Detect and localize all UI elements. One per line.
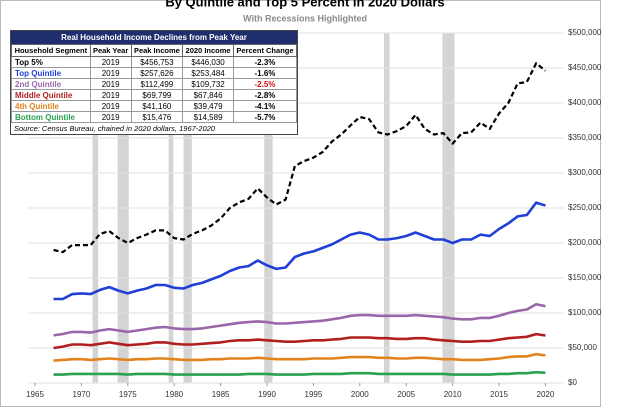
y-tick-label: $150,000 [568, 273, 602, 282]
x-tick-label: 1990 [258, 390, 276, 399]
column-header: Household Segment [11, 44, 91, 57]
table-cell: Top 5% [11, 56, 91, 68]
x-tick-label: 1975 [119, 390, 137, 399]
source: Source: Census Bureau, chained in 2020 d… [14, 124, 215, 133]
column-header: 2020 Income [182, 44, 234, 57]
table-cell: $15,476 [130, 111, 184, 123]
frame [0, 0, 601, 407]
table-cell: -5.7% [232, 111, 298, 123]
table-cell: $109,732 [182, 78, 234, 90]
x-tick-label: 2005 [397, 390, 415, 399]
table-cell: 2019 [89, 89, 132, 101]
table-cell: 2019 [89, 100, 132, 112]
x-tick-label: 1980 [165, 390, 183, 399]
table-title: Real Household Income Declines from Peak… [11, 31, 297, 44]
series-line [53, 370, 546, 376]
table-cell: $456,753 [130, 56, 184, 68]
y-tick-label: $450,000 [568, 63, 602, 72]
table-row: 4th Quintile 2019 $41,160 $39,479 -4.1% [11, 100, 298, 112]
table-row: Bottom Quintile 2019 $15,476 $14,589 -5.7% [11, 111, 298, 123]
table-cell: -1.6% [232, 67, 298, 79]
table-cell: Bottom Quintile [11, 111, 91, 123]
table: Household Segment Peak Year Peak Income 202… [11, 44, 298, 123]
table-row: Top 5% 2019 $456,753 $446,030 -2.3% [11, 56, 298, 68]
income-table: Real Household Income Declines from Peak… [10, 30, 298, 135]
column-header: Peak Year [89, 44, 132, 57]
x-tick-label: 2015 [490, 390, 508, 399]
table-row: Top Quintile 2019 $257,626 $253,484 -1.6% [11, 67, 298, 79]
y-tick-label: $200,000 [568, 238, 602, 247]
table-cell: Middle Quintile [11, 89, 91, 101]
table-cell: $69,799 [130, 89, 184, 101]
y-tick-label: $0 [568, 378, 577, 387]
table-cell: 2nd Quintile [11, 78, 91, 90]
y-tick-label: $250,000 [568, 203, 602, 212]
y-tick-label: $350,000 [568, 133, 602, 142]
series-line [53, 332, 546, 350]
table-row: 2nd Quintile 2019 $112,499 $109,732 -2.5% [11, 78, 298, 90]
table-cell: 2019 [89, 111, 132, 123]
table-cell: -4.1% [232, 100, 298, 112]
chart-title: By Quintile and Top 5 Percent in 2020 Do… [165, 0, 444, 9]
table-cell: $112,499 [130, 78, 184, 90]
table-cell: $67,846 [182, 89, 234, 101]
table-cell: $41,160 [130, 100, 184, 112]
y-tick-label: $100,000 [568, 308, 602, 317]
x-tick-label: 1995 [305, 390, 323, 399]
x-tick-label: 2020 [537, 390, 555, 399]
x-tick-label: 1970 [73, 390, 91, 399]
table-cell: $446,030 [182, 56, 234, 68]
series-line [53, 201, 546, 301]
table-cell: -2.3% [232, 56, 298, 68]
column-header: Percent Change [232, 44, 298, 57]
series-line [53, 62, 547, 254]
x-tick-label: 1985 [212, 390, 230, 399]
table-cell: 2019 [89, 67, 132, 79]
x-tick-label: 2000 [351, 390, 369, 399]
table-cell: $14,589 [182, 111, 234, 123]
y-tick-label: $300,000 [568, 168, 602, 177]
chart-subtitle: With Recessions Highlighted [243, 13, 367, 23]
y-tick-label: $50,000 [568, 343, 597, 352]
table-cell: $253,484 [182, 67, 234, 79]
table-cell: -2.5% [232, 78, 298, 90]
table-cell: -2.8% [232, 89, 298, 101]
table-cell: 2019 [89, 78, 132, 90]
table-cell: Top Quintile [11, 67, 91, 79]
y-tick-label: $500,000 [568, 28, 602, 37]
y-tick-label: $400,000 [568, 98, 602, 107]
column-header: Peak Income [130, 44, 184, 57]
series-line [53, 302, 546, 337]
table-cell: $257,626 [130, 67, 184, 79]
table-cell: $39,479 [182, 100, 234, 112]
x-tick-label: 1965 [26, 390, 44, 399]
header-row: Household Segment Peak Year Peak Income 202… [11, 44, 298, 57]
series-line [53, 352, 546, 362]
table-row: Middle Quintile 2019 $69,799 $67,846 -2.8% [11, 89, 298, 101]
table-cell: 4th Quintile [11, 100, 91, 112]
table-cell: 2019 [89, 56, 132, 68]
x-tick-label: 2010 [444, 390, 462, 399]
